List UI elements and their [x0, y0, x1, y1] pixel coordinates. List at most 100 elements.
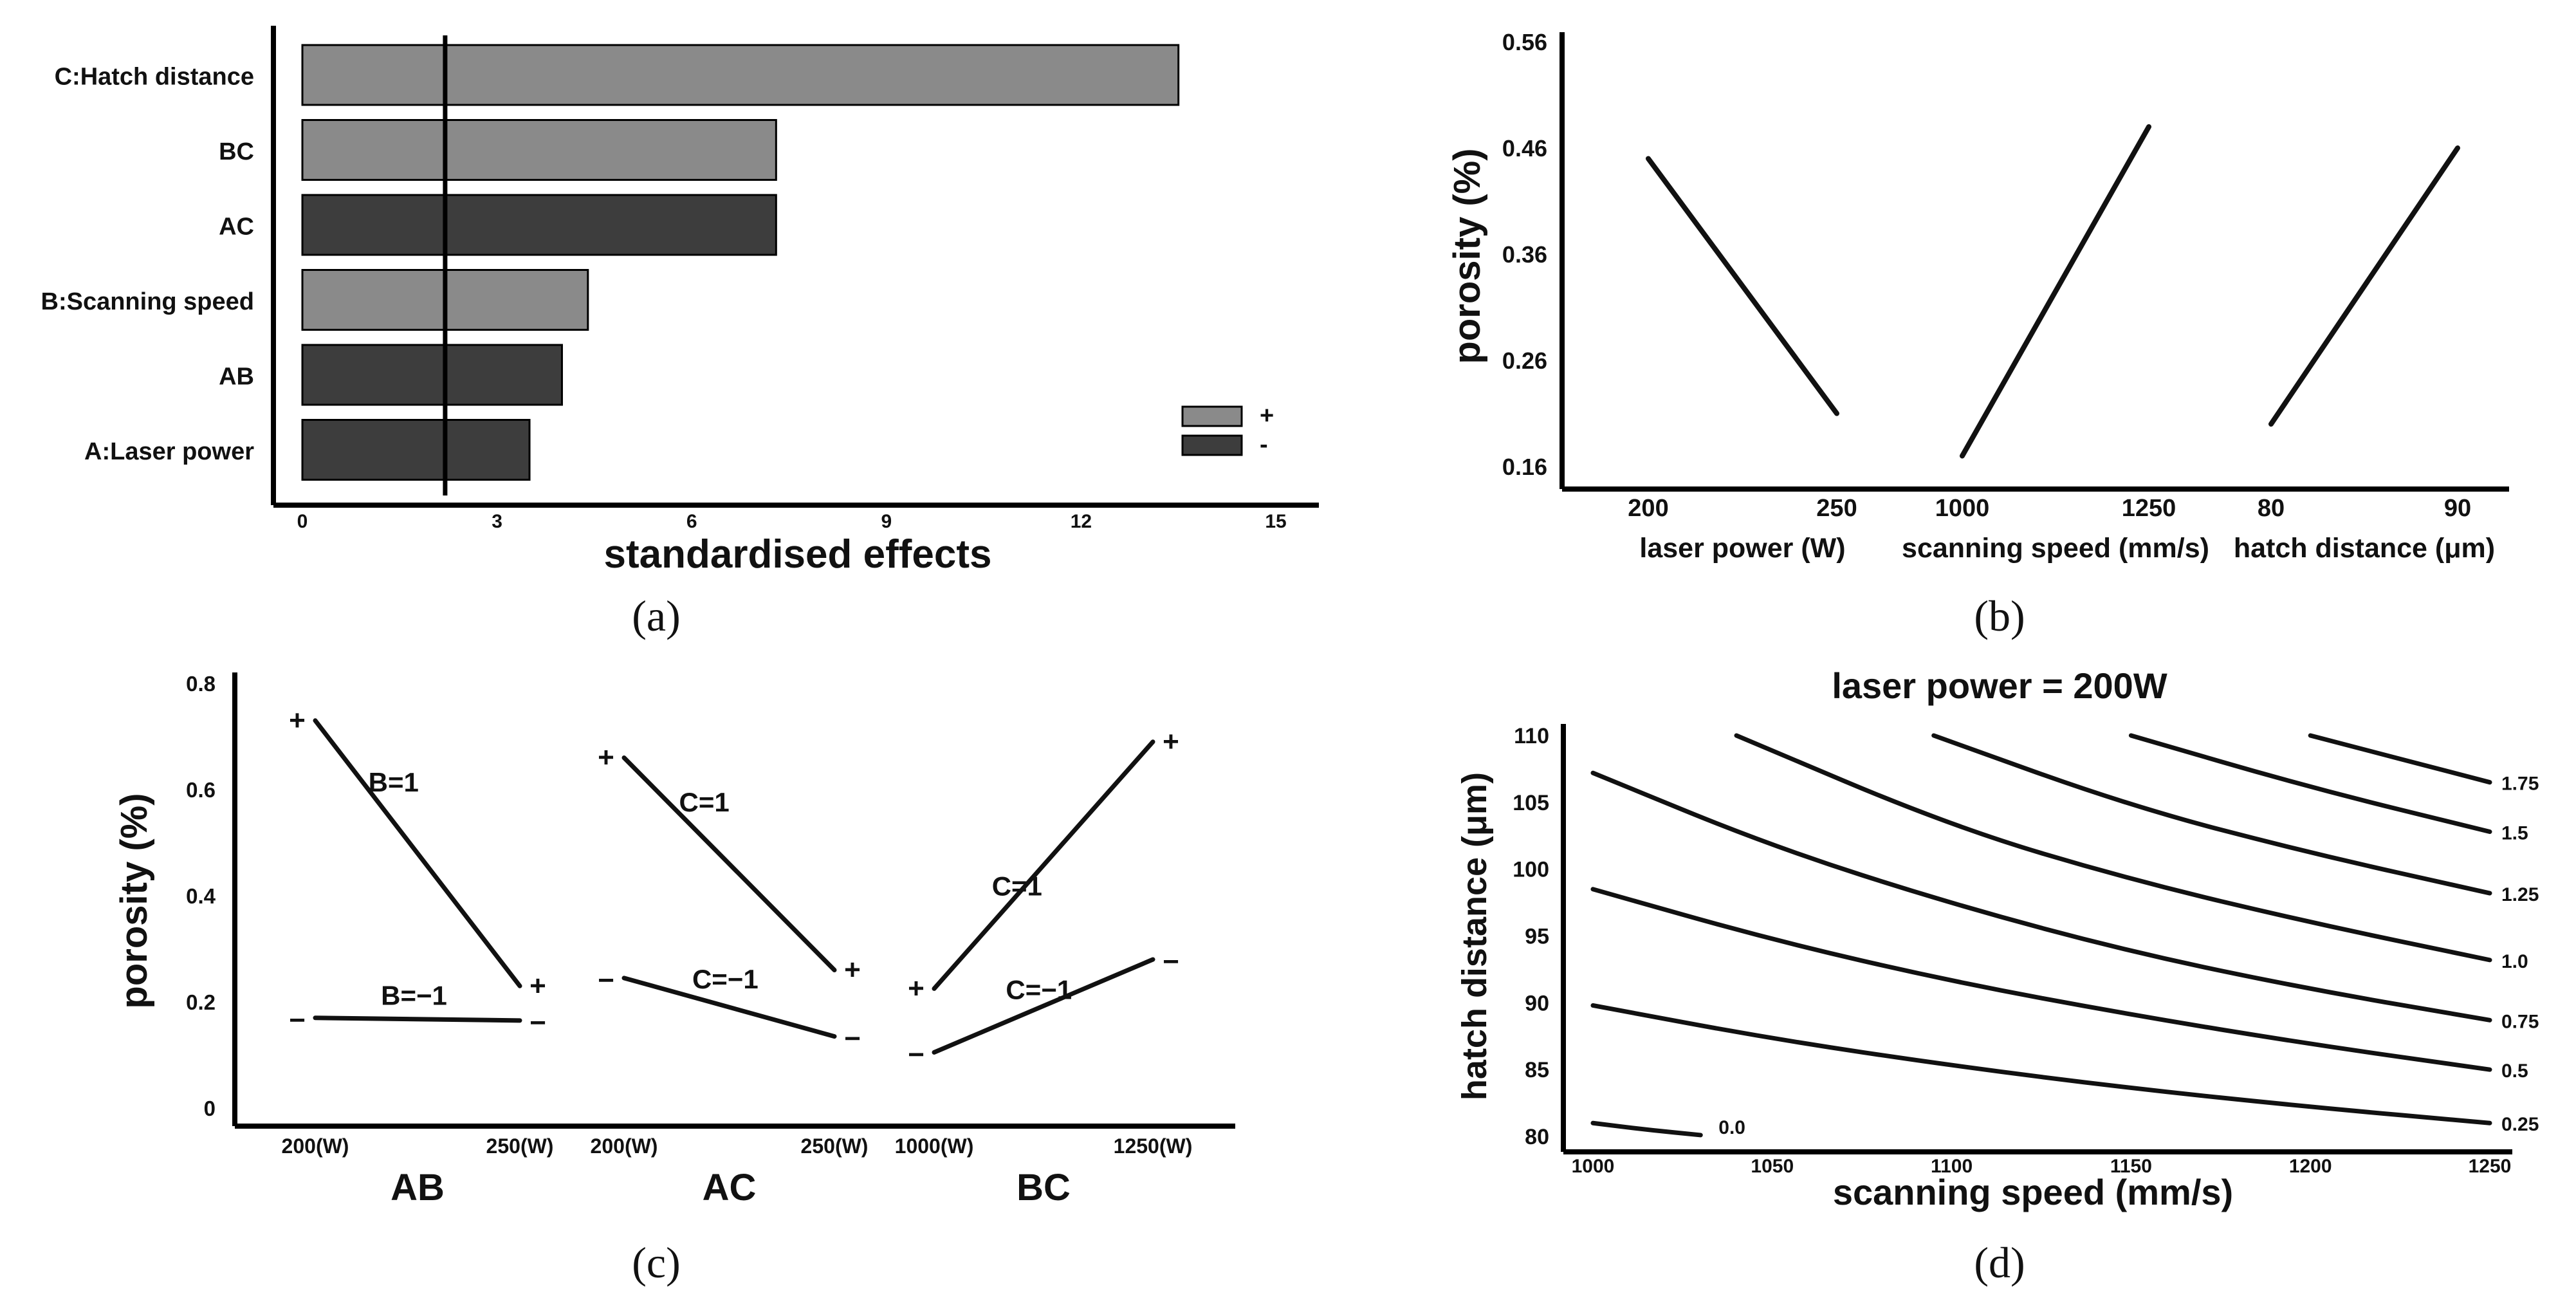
- y-tick-label: 0.56: [1502, 29, 1547, 55]
- contour-line-0-25: [1590, 1003, 2492, 1125]
- legend-label-negative: -: [1260, 431, 1268, 458]
- y-tick-label: 0.8: [186, 672, 216, 696]
- marker-minus: −: [598, 965, 614, 996]
- y-tick-label: 0.2: [186, 990, 216, 1014]
- bar-ab: [301, 344, 563, 406]
- y-tick-label: 90: [1525, 991, 1549, 1015]
- legend-label-positive: +: [1260, 402, 1274, 429]
- contour-label: 1.75: [2501, 773, 2539, 795]
- contour-line-1-25: [1931, 733, 2492, 896]
- x-tick-label: 1250: [2122, 495, 2176, 522]
- panel-b-label: (b): [1974, 591, 2025, 640]
- panel-d-y-ticks: 80 85 90 95 100 105 110: [1513, 724, 1549, 1149]
- x-tick-label: 9: [881, 511, 892, 532]
- main-effect-line-3: [2268, 145, 2460, 427]
- y-tick-label: 85: [1525, 1058, 1549, 1082]
- category-label: AB: [219, 364, 254, 391]
- contour-line-1-75: [2308, 733, 2492, 785]
- series-label: C=−1: [692, 964, 759, 994]
- x-tick-label: 3: [492, 511, 502, 532]
- x-tick-label: 6: [686, 511, 697, 532]
- y-tick-label: 0.26: [1502, 347, 1547, 374]
- bar-bc: [301, 119, 777, 181]
- x-tick-label: 250(W): [486, 1134, 554, 1158]
- panel-b-lines: [1646, 124, 2460, 459]
- category-label: BC: [219, 138, 254, 165]
- panel-a-xlabel: standardised effects: [604, 532, 992, 577]
- panel-d-label: (d): [1974, 1238, 2025, 1287]
- panel-a-label: (a): [632, 591, 680, 640]
- panel-c-y-ticks: 0 0.2 0.4 0.6 0.8: [186, 672, 216, 1120]
- panel-a-category-labels: C:Hatch distance BC AC B:Scanning speed AB A:…: [41, 64, 255, 466]
- x-tick-label: 80: [2258, 495, 2285, 522]
- marker-minus: −: [289, 1004, 306, 1036]
- contour-label: 0.5: [2501, 1060, 2528, 1082]
- panel-a-legend: +-: [1181, 402, 1274, 458]
- contour-label: 0.0: [1718, 1117, 1745, 1138]
- interaction-line-ab-low: [313, 1015, 522, 1023]
- series-label: B=1: [369, 767, 419, 797]
- marker-minus: −: [844, 1023, 861, 1055]
- series-label: C=−1: [1006, 975, 1072, 1005]
- marker-minus: −: [1163, 946, 1179, 977]
- x-tick-label: 250: [1816, 495, 1857, 522]
- x-tick-label: 1250(W): [1114, 1134, 1193, 1158]
- panel-d-title: laser power = 200W: [1832, 665, 2167, 706]
- panel-a: C:Hatch distance BC AC B:Scanning speed AB A:…: [41, 26, 1319, 640]
- contour-label: 1.25: [2501, 884, 2539, 905]
- main-effect-line-1: [1646, 156, 1839, 416]
- contour-label: 1.5: [2501, 823, 2528, 844]
- contour-label: 0.75: [2501, 1011, 2539, 1032]
- x-tick-label: 1100: [1931, 1156, 1973, 1177]
- x-axis-label: scanning speed (mm/s): [1902, 533, 2209, 564]
- main-effect-line-2: [1960, 124, 2151, 459]
- y-tick-label: 0.36: [1502, 241, 1547, 268]
- y-tick-label: 0: [204, 1097, 216, 1120]
- panel-b-y-ticks: 0.16 0.26 0.36 0.46 0.56: [1502, 29, 1547, 480]
- interaction-line-ab-high: [313, 718, 522, 988]
- marker-minus: −: [908, 1039, 925, 1070]
- legend-swatch-positive: [1181, 405, 1243, 427]
- contour-line-0-75: [1590, 770, 2492, 1023]
- y-tick-label: 95: [1525, 925, 1549, 949]
- x-tick-label: 12: [1071, 511, 1092, 532]
- panel-c: 0 0.2 0.4 0.6 0.8 porosity (%) + + B=1 − − B=−1 20…: [113, 672, 1235, 1287]
- x-tick-label: 1150: [2110, 1156, 2152, 1177]
- x-tick-label: 1200: [2289, 1156, 2332, 1177]
- y-tick-label: 100: [1513, 858, 1549, 882]
- x-axis-label: hatch distance (μm): [2234, 533, 2495, 564]
- legend-swatch-negative: [1181, 434, 1243, 456]
- interaction-line-ac-low: [621, 976, 837, 1039]
- x-tick-label: 1000(W): [895, 1134, 974, 1158]
- x-tick-label: 200(W): [591, 1134, 658, 1158]
- interaction-line-bc-high: [932, 739, 1155, 991]
- x-tick-label: 250(W): [801, 1134, 869, 1158]
- panel-d-x-ticks: 1000 1050 1100 1150 1200 1250: [1572, 1156, 2512, 1177]
- panel-d-contours: 0.0 0.25 0.5 0.75 1.0 1.25 1.5 1.75: [1590, 733, 2539, 1138]
- interaction-line-ac-high: [621, 755, 837, 972]
- x-tick-label: 90: [2444, 495, 2471, 522]
- category-label: C:Hatch distance: [55, 64, 254, 91]
- x-tick-label: 1000: [1572, 1156, 1615, 1177]
- y-tick-label: 110: [1514, 724, 1549, 748]
- panel-c-lines: + + B=1 − − B=−1 200(W) 250(W) AB + + C=1 − − C=−1 200(…: [282, 705, 1193, 1208]
- y-tick-label: 0.4: [186, 884, 216, 908]
- marker-minus: −: [529, 1007, 546, 1039]
- contour-line-1-0: [1734, 733, 2492, 963]
- x-axis-label: laser power (W): [1639, 533, 1845, 564]
- x-tick-label: 0: [297, 511, 308, 532]
- panel-b-x-labels: laser power (W) scanning speed (mm/s) hatc…: [1639, 533, 2495, 564]
- category-label: B:Scanning speed: [41, 288, 255, 315]
- marker-plus: +: [529, 970, 546, 1001]
- contour-line-0-0: [1590, 1120, 1703, 1138]
- x-tick-label: 200: [1628, 495, 1668, 522]
- x-tick-label: 15: [1265, 511, 1286, 532]
- y-tick-label: 80: [1525, 1125, 1549, 1149]
- series-label: C=1: [679, 787, 730, 817]
- bar-c-hatch-distance: [301, 44, 1180, 106]
- x-tick-label: 1050: [1751, 1156, 1794, 1177]
- category-label: A:Laser power: [84, 438, 254, 465]
- y-tick-label: 0.46: [1502, 135, 1547, 162]
- group-label: BC: [1017, 1167, 1071, 1208]
